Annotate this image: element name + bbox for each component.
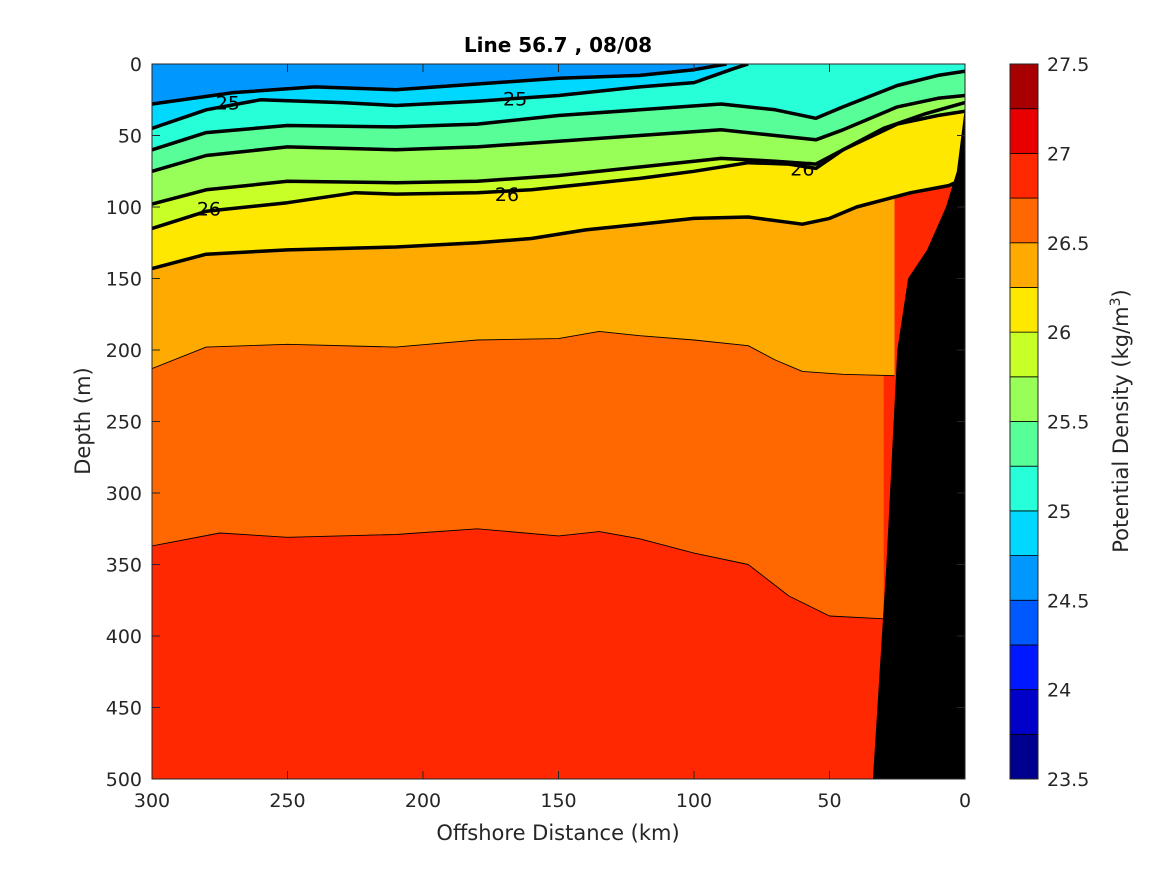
colorbar-tick-label: 26.5 bbox=[1047, 233, 1089, 255]
plot-area: 25 25 26 26 26 bbox=[152, 64, 965, 779]
y-tick-label: 450 bbox=[106, 698, 142, 720]
y-tick-label: 300 bbox=[106, 483, 142, 505]
colorbar-frame bbox=[1009, 63, 1039, 780]
colorbar-segment bbox=[1009, 63, 1039, 110]
contour-label-1: 25 bbox=[503, 88, 527, 110]
contour-line-25.25 bbox=[152, 69, 965, 152]
colorbar bbox=[1009, 63, 1039, 780]
colorbar-segment bbox=[1009, 421, 1039, 467]
colorbar-tick-label: 24 bbox=[1047, 680, 1071, 702]
y-tick-label: 100 bbox=[106, 197, 142, 219]
x-axis-ticks: 300 250 200 150 100 50 0 bbox=[134, 64, 971, 812]
colorbar-tick-label: 24.5 bbox=[1047, 590, 1089, 612]
x-tick-label: 150 bbox=[540, 790, 576, 812]
colorbar-segment bbox=[1009, 644, 1039, 691]
colorbar-label-text: Potential Density (kg/m bbox=[1109, 306, 1133, 552]
contour-line-25.5 bbox=[152, 93, 965, 173]
colorbar-segment bbox=[1009, 599, 1039, 646]
seafloor-bathymetry bbox=[872, 106, 965, 779]
y-axis-label: Depth (m) bbox=[71, 367, 95, 474]
colorbar-label-superscript: 3 bbox=[1108, 297, 1124, 306]
colorbar-tick-label: 27.5 bbox=[1047, 54, 1089, 76]
contour-line-26.75 bbox=[152, 528, 884, 620]
colorbar-segment bbox=[1009, 287, 1039, 333]
contour-line-26.5 bbox=[152, 330, 895, 377]
x-axis-label: Offshore Distance (km) bbox=[436, 821, 679, 845]
fill-band-24.75 bbox=[152, 64, 727, 104]
contour-label-3: 26 bbox=[495, 184, 519, 206]
colorbar-tick-label: 25.5 bbox=[1047, 412, 1089, 434]
y-tick-label: 350 bbox=[106, 555, 142, 577]
colorbar-segment bbox=[1009, 242, 1039, 288]
colorbar-segment bbox=[1009, 733, 1039, 780]
y-tick-label: 200 bbox=[106, 340, 142, 362]
y-tick-label: 500 bbox=[106, 769, 142, 791]
colorbar-segment bbox=[1009, 465, 1039, 512]
colorbar-segment bbox=[1009, 376, 1039, 422]
y-tick-label: 250 bbox=[106, 412, 142, 434]
contour-labels: 25 25 26 26 26 bbox=[197, 88, 815, 220]
chart-title: Line 56.7 , 08/08 bbox=[464, 33, 652, 57]
contour-lines bbox=[152, 64, 965, 620]
colorbar-segment bbox=[1009, 689, 1039, 735]
y-tick-label: 150 bbox=[106, 269, 142, 291]
colorbar-tick-label: 23.5 bbox=[1047, 769, 1089, 791]
x-tick-label: 250 bbox=[269, 790, 305, 812]
colorbar-label-end: ) bbox=[1109, 289, 1133, 297]
y-tick-label: 50 bbox=[118, 126, 142, 148]
y-axis-ticks: 0 50 100 150 200 250 300 350 400 450 500 bbox=[106, 54, 965, 791]
colorbar-segment bbox=[1009, 331, 1039, 378]
contour-line-24.75 bbox=[152, 64, 727, 106]
x-tick-label: 100 bbox=[676, 790, 712, 812]
y-tick-label: 0 bbox=[130, 54, 142, 76]
contour-line-26 bbox=[152, 100, 965, 231]
colorbar-tick-label: 27 bbox=[1047, 143, 1071, 165]
y-tick-label: 400 bbox=[106, 626, 142, 648]
colorbar-segment bbox=[1009, 555, 1039, 601]
x-tick-label: 200 bbox=[405, 790, 441, 812]
colorbar-segment bbox=[1009, 108, 1039, 154]
colorbar-tick-label: 25 bbox=[1047, 501, 1071, 523]
x-tick-label: 300 bbox=[134, 790, 170, 812]
x-tick-label: 50 bbox=[817, 790, 841, 812]
colorbar-tick-label: 26 bbox=[1047, 322, 1071, 344]
density-fill-bands bbox=[152, 64, 965, 779]
colorbar-segment bbox=[1009, 152, 1039, 199]
colorbar-ticks: 23.5 24 24.5 25 25.5 26 26.5 27 27.5 bbox=[1047, 54, 1089, 791]
contour-line-25 bbox=[152, 64, 749, 130]
contour-label-2: 26 bbox=[197, 198, 221, 220]
x-tick-label: 0 bbox=[959, 790, 971, 812]
contour-label-4: 26 bbox=[790, 158, 814, 180]
colorbar-segment bbox=[1009, 197, 1039, 244]
contour-label-0: 25 bbox=[216, 93, 240, 115]
colorbar-segment bbox=[1009, 510, 1039, 556]
colorbar-label: Potential Density (kg/m3) bbox=[1108, 289, 1133, 553]
contour-line-26.25 bbox=[152, 176, 965, 271]
